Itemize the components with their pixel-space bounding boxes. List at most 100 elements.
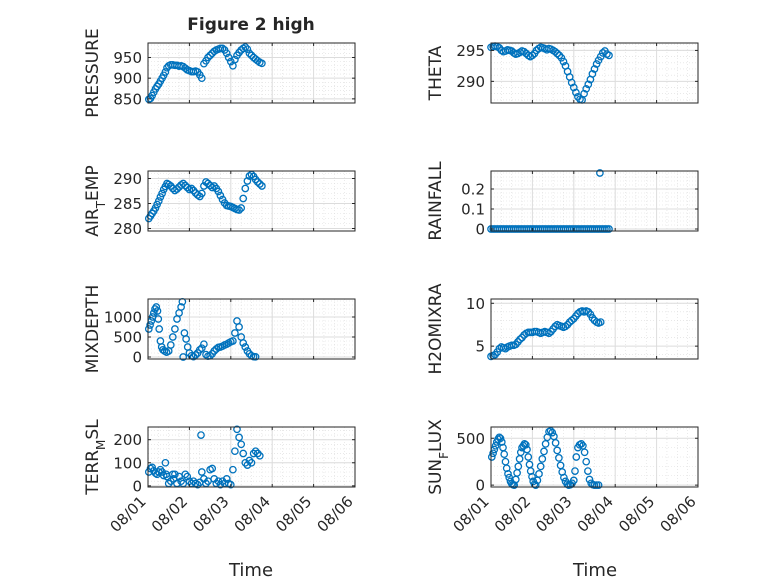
- data-point: [197, 344, 206, 353]
- data-point: [229, 465, 237, 474]
- x-tick-label: 08/01: [106, 493, 149, 536]
- data-point: [214, 187, 223, 196]
- x-tick-label: 08/02: [148, 493, 191, 536]
- data-point: [204, 179, 212, 188]
- data-point: [229, 337, 237, 345]
- data-point: [521, 440, 530, 449]
- panel-theta: 290 295 THETA: [426, 42, 699, 104]
- data-point: [501, 457, 510, 466]
- data-point: [231, 447, 239, 456]
- data-point: [191, 351, 200, 359]
- data-point: [226, 480, 235, 489]
- data-point: [177, 303, 185, 311]
- data-point: [235, 206, 243, 214]
- x-tick-label: 08/03: [532, 493, 575, 536]
- data-point: [239, 339, 248, 347]
- data-point: [580, 448, 589, 457]
- data-point: [545, 329, 553, 338]
- x-axis-label-right: Time: [572, 560, 617, 581]
- y-tick-label: 200: [113, 431, 142, 449]
- data-point: [197, 189, 206, 198]
- data-point: [515, 455, 524, 463]
- y-tick-label: 290: [456, 73, 485, 91]
- data-point: [181, 181, 190, 190]
- data-point: [168, 333, 177, 341]
- data-point: [235, 323, 243, 331]
- panel-pressure: 850 900 950 PRESSURE: [83, 28, 356, 118]
- data-point: [243, 45, 252, 54]
- data-point: [154, 315, 163, 323]
- data-point: [535, 470, 543, 478]
- data-point: [528, 472, 536, 481]
- data-point: [584, 467, 592, 475]
- data-point: [582, 457, 591, 466]
- data-point: [571, 467, 579, 475]
- x-tick-label: 08/06: [656, 493, 699, 536]
- data-point: [251, 447, 260, 456]
- data-point: [504, 470, 512, 478]
- data-point: [541, 440, 550, 448]
- data-point: [572, 453, 581, 461]
- data-point: [226, 57, 235, 66]
- x-tick-label: 08/04: [231, 493, 274, 536]
- data-point: [182, 335, 190, 343]
- panel-rainfall: 0 0.1 0.2 RAINFALL: [426, 161, 699, 241]
- y-tick-label: 0.1: [461, 201, 485, 219]
- x-tick-label: 08/05: [615, 493, 658, 536]
- data-point: [258, 182, 266, 190]
- data-point: [231, 55, 239, 64]
- x-tick-label: 08/01: [449, 493, 492, 536]
- data-point: [582, 84, 591, 93]
- series-air-temp: [144, 170, 266, 223]
- data-point: [596, 169, 604, 177]
- data-point: [206, 51, 214, 60]
- y-tick-label: 0.2: [461, 181, 485, 199]
- axes-frame: [490, 170, 699, 232]
- data-point: [524, 453, 533, 461]
- data-point: [173, 185, 181, 193]
- data-point: [153, 307, 162, 315]
- data-point: [525, 460, 534, 469]
- data-point: [258, 59, 266, 68]
- data-point: [245, 456, 254, 465]
- data-point: [243, 461, 252, 469]
- data-point: [177, 477, 185, 486]
- data-point: [243, 177, 252, 185]
- data-point: [154, 197, 163, 205]
- data-point: [551, 439, 560, 447]
- series-sun-flux: [487, 426, 603, 489]
- data-point: [553, 49, 562, 58]
- data-point: [569, 476, 578, 485]
- y-axis-label-sun-flux: SUNFLUX: [426, 419, 451, 495]
- data-point: [596, 318, 605, 326]
- y-tick-label: 850: [113, 90, 142, 108]
- data-point: [195, 345, 204, 354]
- data-point: [556, 461, 565, 470]
- axes-frame: [490, 298, 699, 360]
- data-point: [255, 451, 264, 460]
- data-point: [171, 470, 179, 479]
- y-tick-label: 290: [113, 170, 142, 188]
- x-tick-label: 08/02: [491, 493, 534, 536]
- data-point: [206, 181, 214, 190]
- y-tick-label: 5: [475, 338, 485, 356]
- series-theta: [487, 42, 613, 104]
- y-axis-label-pressure: PRESSURE: [83, 28, 103, 117]
- data-point: [183, 472, 192, 481]
- y-tick-label: 1000: [104, 309, 142, 327]
- figure-title: Figure 2 high: [187, 15, 315, 35]
- y-tick-label: 0: [132, 349, 142, 367]
- y-axis-label-rainfall: RAINFALL: [426, 161, 446, 241]
- data-point: [222, 49, 231, 58]
- data-point: [144, 325, 153, 333]
- y-tick-label: 295: [456, 42, 485, 60]
- data-point: [247, 458, 256, 467]
- data-point: [222, 475, 231, 483]
- series-terr-msl: [144, 425, 264, 489]
- data-point: [592, 60, 601, 68]
- data-point: [516, 335, 524, 344]
- series-mixdepth: [144, 297, 260, 361]
- series-pressure: [144, 43, 266, 104]
- y-axis-label-terr-msl: TERRMSL: [83, 419, 108, 496]
